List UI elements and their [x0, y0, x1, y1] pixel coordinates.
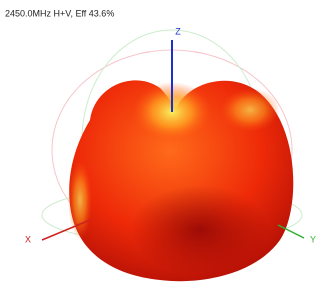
y-axis-label: Y [310, 234, 316, 244]
title: 2450.0MHz H+V, Eff 43.6% [5, 8, 114, 18]
x-axis-label: X [25, 234, 31, 244]
radiation-pattern-view: 2450.0MHz H+V, Eff 43.6% Z X Y [0, 0, 319, 287]
surface-shadow [130, 185, 270, 275]
surface-highlight [220, 88, 280, 132]
z-axis-label: Z [175, 26, 181, 36]
